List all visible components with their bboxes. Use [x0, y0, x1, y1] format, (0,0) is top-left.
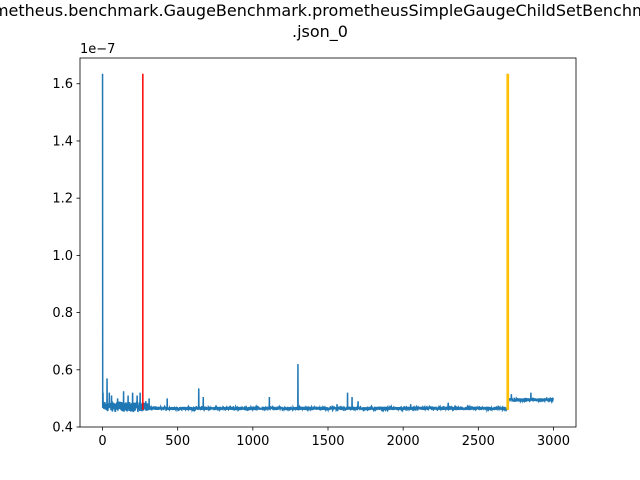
x-tick-label: 2500 [462, 434, 495, 449]
y-tick-label: 1.6 [52, 77, 73, 92]
chart-title-line2: .json_0 [292, 22, 348, 42]
axes: 0 500 1000 1500 2000 2500 3000 0.4 0.6 0.8 1.0 1.2 1… [52, 57, 577, 449]
chart-title-line1: prometheus.benchmark.GaugeBenchmark.prom… [0, 1, 640, 20]
x-tick-label: 500 [165, 434, 190, 449]
x-tick-label: 1500 [311, 434, 344, 449]
y-offset-label: 1e−7 [80, 42, 115, 57]
y-tick-label: 0.6 [52, 363, 73, 378]
y-tick-label: 0.4 [52, 421, 73, 436]
series-line-0 [101, 73, 554, 413]
y-tick-label: 1.2 [52, 192, 73, 207]
x-tick-label: 3000 [537, 434, 570, 449]
x-tick-label: 0 [98, 434, 106, 449]
y-tick-label: 1.4 [52, 134, 73, 149]
y-tick-label: 0.8 [52, 306, 73, 321]
plot-area [101, 73, 554, 413]
x-tick-label: 2000 [387, 434, 420, 449]
axes-frame [79, 57, 577, 428]
y-tick-label: 1.0 [52, 249, 73, 264]
x-tick-label: 1000 [236, 434, 269, 449]
